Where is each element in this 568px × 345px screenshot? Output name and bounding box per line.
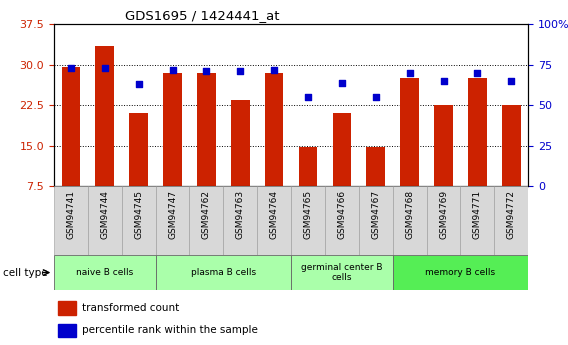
Bar xyxy=(461,186,494,255)
Text: GSM94765: GSM94765 xyxy=(303,190,312,239)
Bar xyxy=(223,186,257,255)
Point xyxy=(507,78,516,84)
Text: cell type: cell type xyxy=(3,268,48,277)
Bar xyxy=(291,255,392,290)
Point xyxy=(66,65,76,71)
Point xyxy=(134,81,143,87)
Text: memory B cells: memory B cells xyxy=(425,268,495,277)
Bar xyxy=(392,186,427,255)
Bar xyxy=(392,255,528,290)
Bar xyxy=(122,186,156,255)
Text: GSM94769: GSM94769 xyxy=(439,190,448,239)
Text: GSM94747: GSM94747 xyxy=(168,190,177,239)
Point xyxy=(439,78,448,84)
Bar xyxy=(494,186,528,255)
Bar xyxy=(54,186,88,255)
Bar xyxy=(54,255,156,290)
Bar xyxy=(427,186,461,255)
Bar xyxy=(325,186,359,255)
Bar xyxy=(366,147,385,186)
Text: GSM94745: GSM94745 xyxy=(134,190,143,239)
Bar xyxy=(231,100,249,186)
Text: GSM94766: GSM94766 xyxy=(337,190,346,239)
Bar xyxy=(130,113,148,186)
Text: GSM94741: GSM94741 xyxy=(66,190,76,239)
Bar xyxy=(156,255,291,290)
Text: GSM94771: GSM94771 xyxy=(473,190,482,239)
Bar xyxy=(197,73,216,186)
Point xyxy=(236,68,245,74)
Point xyxy=(100,65,109,71)
Bar xyxy=(95,46,114,186)
Text: plasma B cells: plasma B cells xyxy=(191,268,256,277)
Bar xyxy=(359,186,392,255)
Text: GDS1695 / 1424441_at: GDS1695 / 1424441_at xyxy=(125,9,279,22)
Text: GSM94763: GSM94763 xyxy=(236,190,245,239)
Text: GSM94772: GSM94772 xyxy=(507,190,516,239)
Bar xyxy=(58,301,76,315)
Bar xyxy=(190,186,223,255)
Text: GSM94744: GSM94744 xyxy=(101,190,109,239)
Point xyxy=(303,94,312,100)
Text: naive B cells: naive B cells xyxy=(76,268,133,277)
Point xyxy=(405,70,414,76)
Point xyxy=(202,68,211,74)
Bar xyxy=(257,186,291,255)
Bar xyxy=(61,67,80,186)
Text: GSM94762: GSM94762 xyxy=(202,190,211,239)
Text: GSM94768: GSM94768 xyxy=(405,190,414,239)
Bar xyxy=(299,147,318,186)
Text: percentile rank within the sample: percentile rank within the sample xyxy=(82,325,258,335)
Bar xyxy=(333,113,351,186)
Text: germinal center B
cells: germinal center B cells xyxy=(301,263,383,282)
Bar xyxy=(468,78,487,186)
Bar xyxy=(163,73,182,186)
Bar xyxy=(434,105,453,186)
Bar xyxy=(502,105,521,186)
Bar xyxy=(88,186,122,255)
Text: transformed count: transformed count xyxy=(82,303,179,313)
Point xyxy=(168,67,177,72)
Point xyxy=(371,94,381,100)
Point xyxy=(473,70,482,76)
Bar xyxy=(400,78,419,186)
Point xyxy=(270,67,279,72)
Point xyxy=(337,80,346,85)
Bar xyxy=(265,73,283,186)
Bar xyxy=(291,186,325,255)
Text: GSM94767: GSM94767 xyxy=(371,190,381,239)
Bar xyxy=(156,186,190,255)
Bar xyxy=(58,324,76,337)
Text: GSM94764: GSM94764 xyxy=(270,190,279,239)
